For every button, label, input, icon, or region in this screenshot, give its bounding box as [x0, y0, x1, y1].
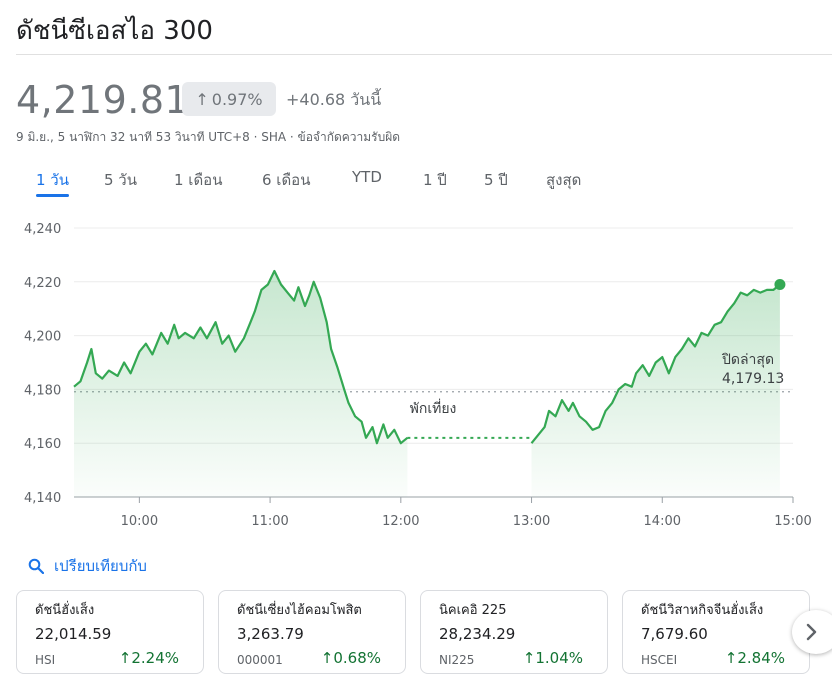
price-chart[interactable]: 4,140 4,160 4,180 4,200 4,220 4,240 10:00 11:0…: [0, 215, 832, 535]
x-tick-label: 13:00: [513, 514, 550, 529]
timestamp-meta: 9 มิ.ย., 5 นาฬิกา 32 นาที 53 วินาที UTC+…: [16, 130, 401, 144]
x-axis: 10:00 11:00 12:00 13:00 14:00 15:00: [74, 496, 812, 529]
y-tick-label: 4,140: [24, 491, 61, 506]
series-line-morning: [73, 269, 409, 445]
card-symbol: HSI: [35, 653, 56, 667]
card-value: 28,234.29: [439, 625, 516, 643]
index-card-000001[interactable]: ดัชนีเซี่ยงไฮ้คอมโพสิต 3,263.79 000001 ↑…: [218, 590, 406, 674]
y-tick-label: 4,200: [24, 330, 61, 345]
card-name: ดัชนีฮั่งเส็ง: [35, 603, 95, 618]
card-name: ดัชนีวิสาหกิจจีนฮั่งเส็ง: [641, 603, 764, 618]
x-tick-label: 12:00: [382, 514, 419, 529]
tab-1-year[interactable]: 1 ปี: [423, 171, 447, 189]
change-percent-value: 0.97%: [211, 89, 263, 109]
chevron-right-icon: [806, 623, 817, 641]
card-name: นิคเคอิ 225: [439, 603, 507, 618]
y-tick-label: 4,220: [24, 276, 61, 291]
change-percent-badge: ↑ 0.97%: [182, 82, 276, 116]
search-icon: [28, 558, 44, 574]
page-title: ดัชนีซีเอสไอ 300: [16, 16, 213, 46]
card-value: 22,014.59: [35, 625, 112, 643]
index-card-hsi[interactable]: ดัชนีฮั่งเส็ง 22,014.59 HSI ↑2.24%: [16, 590, 204, 674]
y-tick-label: 4,160: [24, 437, 61, 452]
index-card-ni225[interactable]: นิคเคอิ 225 28,234.29 NI225 ↑1.04%: [420, 590, 608, 674]
card-change: ↑2.24%: [119, 649, 179, 667]
tab-1-day[interactable]: 1 วัน: [36, 168, 69, 197]
y-axis-labels: 4,140 4,160 4,180 4,200 4,220 4,240: [24, 222, 61, 506]
series-area-afternoon: [531, 284, 780, 497]
compare-with-button[interactable]: เปรียบเทียบกับ: [28, 554, 147, 578]
card-change-value: 0.68%: [333, 649, 381, 667]
card-symbol: NI225: [439, 653, 475, 667]
x-tick-label: 10:00: [121, 514, 158, 529]
card-change: ↑1.04%: [523, 649, 583, 667]
tab-max[interactable]: สูงสุด: [546, 171, 582, 189]
previous-close-label: ปิดล่าสุด: [722, 352, 775, 368]
tab-1-month[interactable]: 1 เดือน: [174, 171, 223, 189]
price-series: [73, 269, 786, 497]
tab-6-months[interactable]: 6 เดือน: [262, 171, 311, 189]
header-divider: [16, 54, 832, 55]
card-name: ดัชนีเซี่ยงไฮ้คอมโพสิต: [237, 603, 362, 618]
card-change-value: 2.24%: [131, 649, 179, 667]
y-tick-label: 4,240: [24, 222, 61, 237]
y-tick-label: 4,180: [24, 383, 61, 398]
arrow-up-icon: ↑: [195, 89, 209, 109]
card-change-value: 1.04%: [535, 649, 583, 667]
arrow-up-icon: ↑: [724, 649, 738, 667]
lunch-break-label: พักเที่ยง: [410, 399, 457, 417]
tab-ytd[interactable]: YTD: [352, 168, 382, 186]
chart-annotations: พักเที่ยง ปิดล่าสุด 4,179.13: [410, 352, 785, 417]
tab-5-days[interactable]: 5 วัน: [104, 171, 137, 189]
current-price: 4,219.81: [16, 78, 190, 122]
change-absolute: +40.68 วันนี้: [286, 90, 382, 109]
series-line-afternoon: [530, 283, 781, 444]
card-symbol: HSCEI: [641, 653, 678, 667]
current-price-dot: [774, 278, 786, 290]
x-tick-label: 11:00: [251, 514, 288, 529]
card-value: 7,679.60: [641, 625, 708, 643]
series-area-morning: [74, 271, 408, 497]
index-card-hscei[interactable]: ดัชนีวิสาหกิจจีนฮั่งเส็ง 7,679.60 HSCEI …: [622, 590, 810, 674]
card-symbol: 000001: [237, 653, 283, 667]
tab-5-years[interactable]: 5 ปี: [484, 171, 508, 189]
arrow-up-icon: ↑: [320, 649, 334, 667]
card-change-value: 2.84%: [737, 649, 785, 667]
card-change: ↑0.68%: [321, 649, 381, 667]
arrow-up-icon: ↑: [118, 649, 132, 667]
next-cards-button[interactable]: [792, 610, 832, 654]
card-change: ↑2.84%: [725, 649, 785, 667]
arrow-up-icon: ↑: [522, 649, 536, 667]
x-tick-label: 15:00: [774, 514, 811, 529]
compare-label: เปรียบเทียบกับ: [54, 557, 147, 575]
x-tick-label: 14:00: [644, 514, 681, 529]
previous-close-value: 4,179.13: [722, 371, 784, 387]
card-value: 3,263.79: [237, 625, 304, 643]
